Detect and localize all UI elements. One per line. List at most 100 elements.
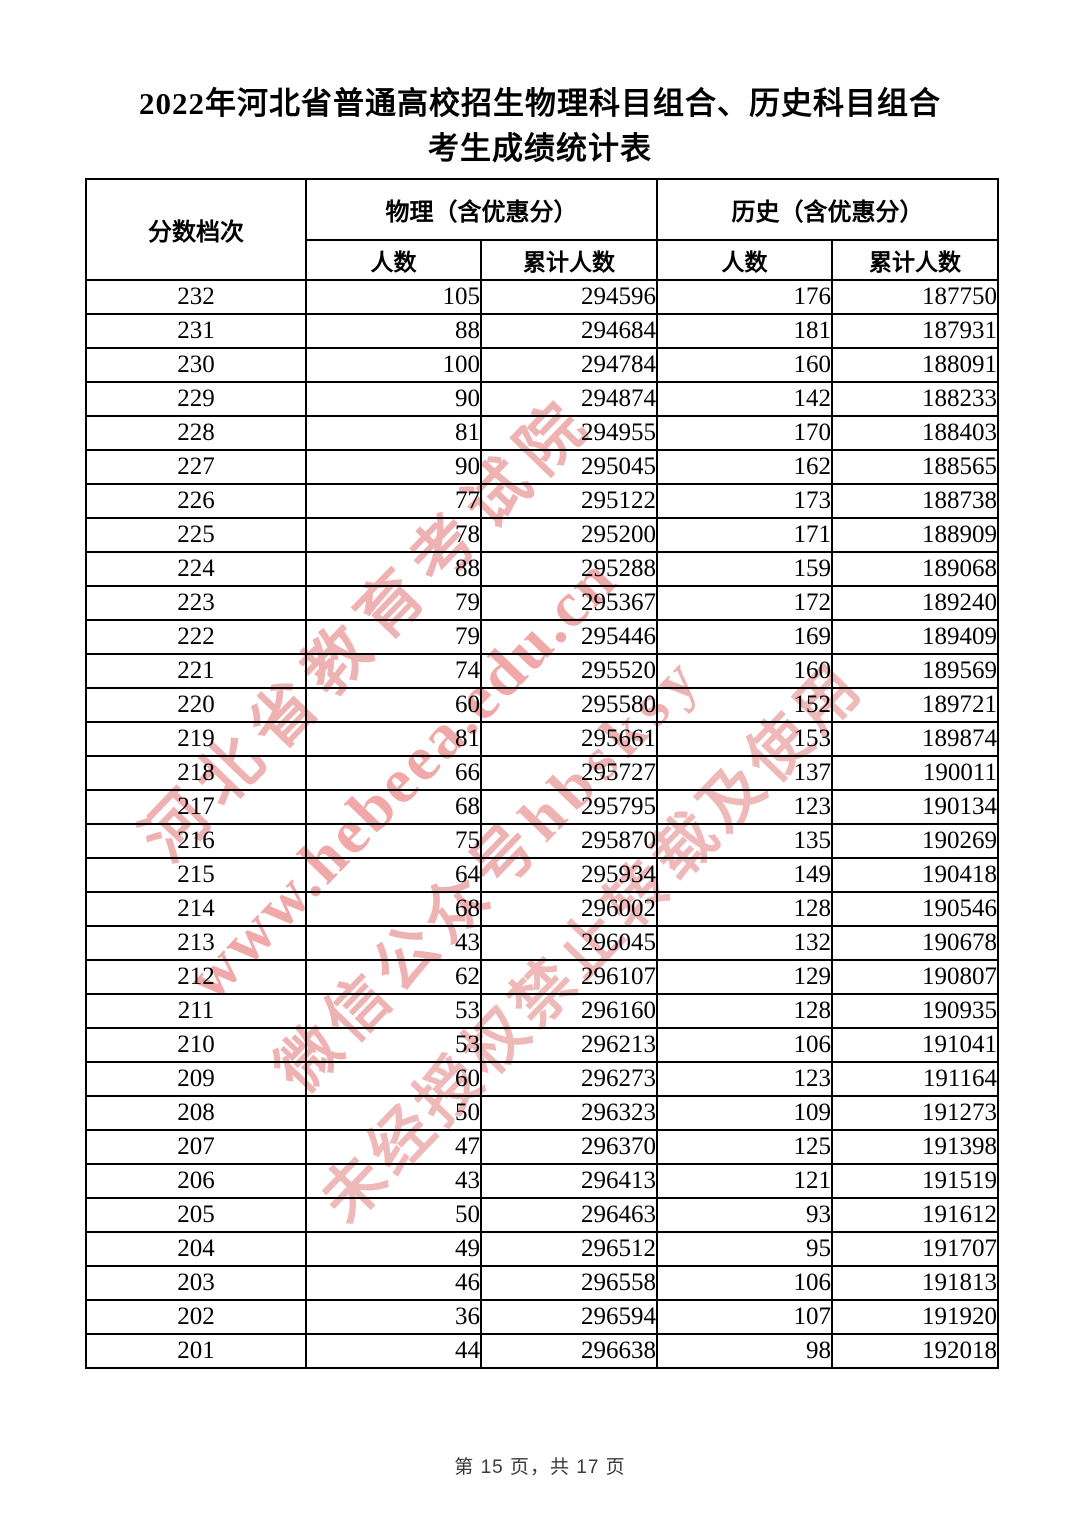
physics-cumulative-cell: 295200 bbox=[480, 517, 658, 553]
history-count-cell: 123 bbox=[656, 1061, 833, 1097]
physics-count-cell: 60 bbox=[305, 687, 482, 723]
history-cumulative-cell: 191813 bbox=[831, 1265, 999, 1301]
physics-count-cell: 66 bbox=[305, 755, 482, 791]
score-level-cell: 217 bbox=[85, 789, 307, 825]
history-count-cell: 160 bbox=[656, 347, 833, 383]
physics-count-cell: 78 bbox=[305, 517, 482, 553]
physics-count-cell: 68 bbox=[305, 891, 482, 927]
physics-count-cell: 79 bbox=[305, 619, 482, 655]
physics-cumulative-cell: 295288 bbox=[480, 551, 658, 587]
score-level-cell: 228 bbox=[85, 415, 307, 451]
physics-cumulative-cell: 295122 bbox=[480, 483, 658, 519]
history-cumulative-cell: 191612 bbox=[831, 1197, 999, 1233]
score-level-cell: 208 bbox=[85, 1095, 307, 1131]
table-row: 225 78 295200 171 188909 bbox=[85, 517, 999, 553]
header-physics-cumulative: 累计人数 bbox=[480, 239, 658, 281]
physics-cumulative-cell: 296213 bbox=[480, 1027, 658, 1063]
history-cumulative-cell: 188565 bbox=[831, 449, 999, 485]
score-level-cell: 203 bbox=[85, 1265, 307, 1301]
table-row: 224 88 295288 159 189068 bbox=[85, 551, 999, 587]
header-physics-count: 人数 bbox=[305, 239, 482, 281]
table-row: 230 100 294784 160 188091 bbox=[85, 347, 999, 383]
history-cumulative-cell: 188403 bbox=[831, 415, 999, 451]
history-count-cell: 159 bbox=[656, 551, 833, 587]
history-count-cell: 160 bbox=[656, 653, 833, 689]
history-count-cell: 125 bbox=[656, 1129, 833, 1165]
table-row: 206 43 296413 121 191519 bbox=[85, 1163, 999, 1199]
score-level-cell: 215 bbox=[85, 857, 307, 893]
history-count-cell: 142 bbox=[656, 381, 833, 417]
history-cumulative-cell: 189569 bbox=[831, 653, 999, 689]
header-history-cumulative: 累计人数 bbox=[831, 239, 999, 281]
header-physics-group: 物理（含优惠分） bbox=[305, 178, 658, 241]
physics-cumulative-cell: 295934 bbox=[480, 857, 658, 893]
physics-cumulative-cell: 296558 bbox=[480, 1265, 658, 1301]
history-cumulative-cell: 190678 bbox=[831, 925, 999, 961]
history-count-cell: 137 bbox=[656, 755, 833, 791]
physics-count-cell: 100 bbox=[305, 347, 482, 383]
physics-cumulative-cell: 294684 bbox=[480, 313, 658, 349]
history-count-cell: 149 bbox=[656, 857, 833, 893]
history-count-cell: 95 bbox=[656, 1231, 833, 1267]
physics-cumulative-cell: 294784 bbox=[480, 347, 658, 383]
table-row: 227 90 295045 162 188565 bbox=[85, 449, 999, 485]
physics-cumulative-cell: 295580 bbox=[480, 687, 658, 723]
physics-count-cell: 44 bbox=[305, 1333, 482, 1369]
physics-cumulative-cell: 296107 bbox=[480, 959, 658, 995]
table-row: 208 50 296323 109 191273 bbox=[85, 1095, 999, 1131]
score-level-cell: 232 bbox=[85, 279, 307, 315]
history-count-cell: 135 bbox=[656, 823, 833, 859]
physics-count-cell: 105 bbox=[305, 279, 482, 315]
page-title-line2: 考生成绩统计表 bbox=[428, 130, 652, 166]
score-level-cell: 224 bbox=[85, 551, 307, 587]
history-cumulative-cell: 191041 bbox=[831, 1027, 999, 1063]
physics-cumulative-cell: 294874 bbox=[480, 381, 658, 417]
history-count-cell: 173 bbox=[656, 483, 833, 519]
table-row: 214 68 296002 128 190546 bbox=[85, 891, 999, 927]
score-level-cell: 231 bbox=[85, 313, 307, 349]
table-row: 232 105 294596 176 187750 bbox=[85, 279, 999, 315]
physics-count-cell: 90 bbox=[305, 381, 482, 417]
table-body: 232 105 294596 176 187750 231 88 294684 181 18793… bbox=[85, 279, 999, 1369]
history-cumulative-cell: 191164 bbox=[831, 1061, 999, 1097]
history-cumulative-cell: 190418 bbox=[831, 857, 999, 893]
history-cumulative-cell: 191398 bbox=[831, 1129, 999, 1165]
history-cumulative-cell: 190269 bbox=[831, 823, 999, 859]
table-row: 211 53 296160 128 190935 bbox=[85, 993, 999, 1029]
table-row: 221 74 295520 160 189569 bbox=[85, 653, 999, 689]
physics-cumulative-cell: 296370 bbox=[480, 1129, 658, 1165]
history-cumulative-cell: 188091 bbox=[831, 347, 999, 383]
physics-cumulative-cell: 294596 bbox=[480, 279, 658, 315]
history-count-cell: 106 bbox=[656, 1027, 833, 1063]
physics-count-cell: 49 bbox=[305, 1231, 482, 1267]
table-row: 205 50 296463 93 191612 bbox=[85, 1197, 999, 1233]
score-level-cell: 230 bbox=[85, 347, 307, 383]
physics-count-cell: 53 bbox=[305, 993, 482, 1029]
history-count-cell: 171 bbox=[656, 517, 833, 553]
table-row: 209 60 296273 123 191164 bbox=[85, 1061, 999, 1097]
physics-count-cell: 50 bbox=[305, 1095, 482, 1131]
physics-cumulative-cell: 296594 bbox=[480, 1299, 658, 1335]
score-level-cell: 222 bbox=[85, 619, 307, 655]
physics-count-cell: 88 bbox=[305, 551, 482, 587]
history-cumulative-cell: 190546 bbox=[831, 891, 999, 927]
physics-count-cell: 81 bbox=[305, 415, 482, 451]
table-row: 220 60 295580 152 189721 bbox=[85, 687, 999, 723]
table-row: 213 43 296045 132 190678 bbox=[85, 925, 999, 961]
physics-cumulative-cell: 295367 bbox=[480, 585, 658, 621]
physics-cumulative-cell: 296512 bbox=[480, 1231, 658, 1267]
page-number: 第 15 页，共 17 页 bbox=[454, 1457, 626, 1478]
page-title-line1: 2022年河北省普通高校招生物理科目组合、历史科目组合 bbox=[139, 86, 941, 121]
history-count-cell: 153 bbox=[656, 721, 833, 757]
physics-cumulative-cell: 295520 bbox=[480, 653, 658, 689]
history-cumulative-cell: 190935 bbox=[831, 993, 999, 1029]
score-level-cell: 229 bbox=[85, 381, 307, 417]
page-title: 2022年河北省普通高校招生物理科目组合、历史科目组合 考生成绩统计表 bbox=[0, 82, 1080, 172]
history-count-cell: 128 bbox=[656, 993, 833, 1029]
physics-cumulative-cell: 296002 bbox=[480, 891, 658, 927]
history-cumulative-cell: 190011 bbox=[831, 755, 999, 791]
score-level-cell: 205 bbox=[85, 1197, 307, 1233]
history-cumulative-cell: 191273 bbox=[831, 1095, 999, 1131]
physics-count-cell: 46 bbox=[305, 1265, 482, 1301]
history-cumulative-cell: 190807 bbox=[831, 959, 999, 995]
